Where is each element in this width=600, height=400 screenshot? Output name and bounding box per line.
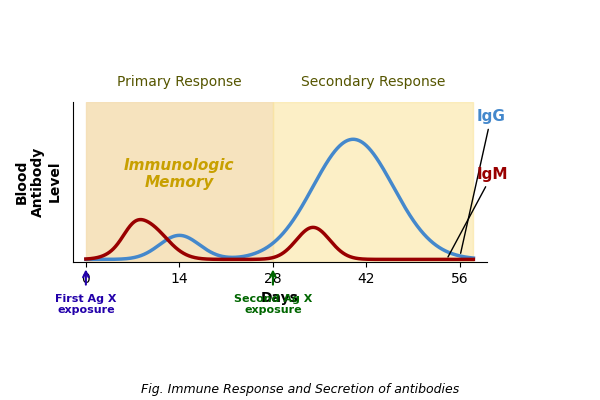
Text: Second Ag X
exposure: Second Ag X exposure: [234, 294, 312, 316]
Text: IgM: IgM: [448, 166, 508, 257]
Text: First Ag X
exposure: First Ag X exposure: [55, 294, 116, 316]
X-axis label: Days: Days: [260, 291, 299, 305]
Y-axis label: Blood
Antibody
Level: Blood Antibody Level: [15, 146, 61, 217]
Bar: [86, 102, 273, 262]
Text: Fig. Immune Response and Secretion of antibodies: Fig. Immune Response and Secretion of an…: [141, 383, 459, 396]
Text: IgG: IgG: [461, 109, 506, 253]
Bar: [273, 102, 473, 262]
Text: Primary Response: Primary Response: [117, 75, 242, 89]
Text: Secondary Response: Secondary Response: [301, 75, 445, 89]
Text: Immunologic
Memory: Immunologic Memory: [124, 158, 235, 190]
